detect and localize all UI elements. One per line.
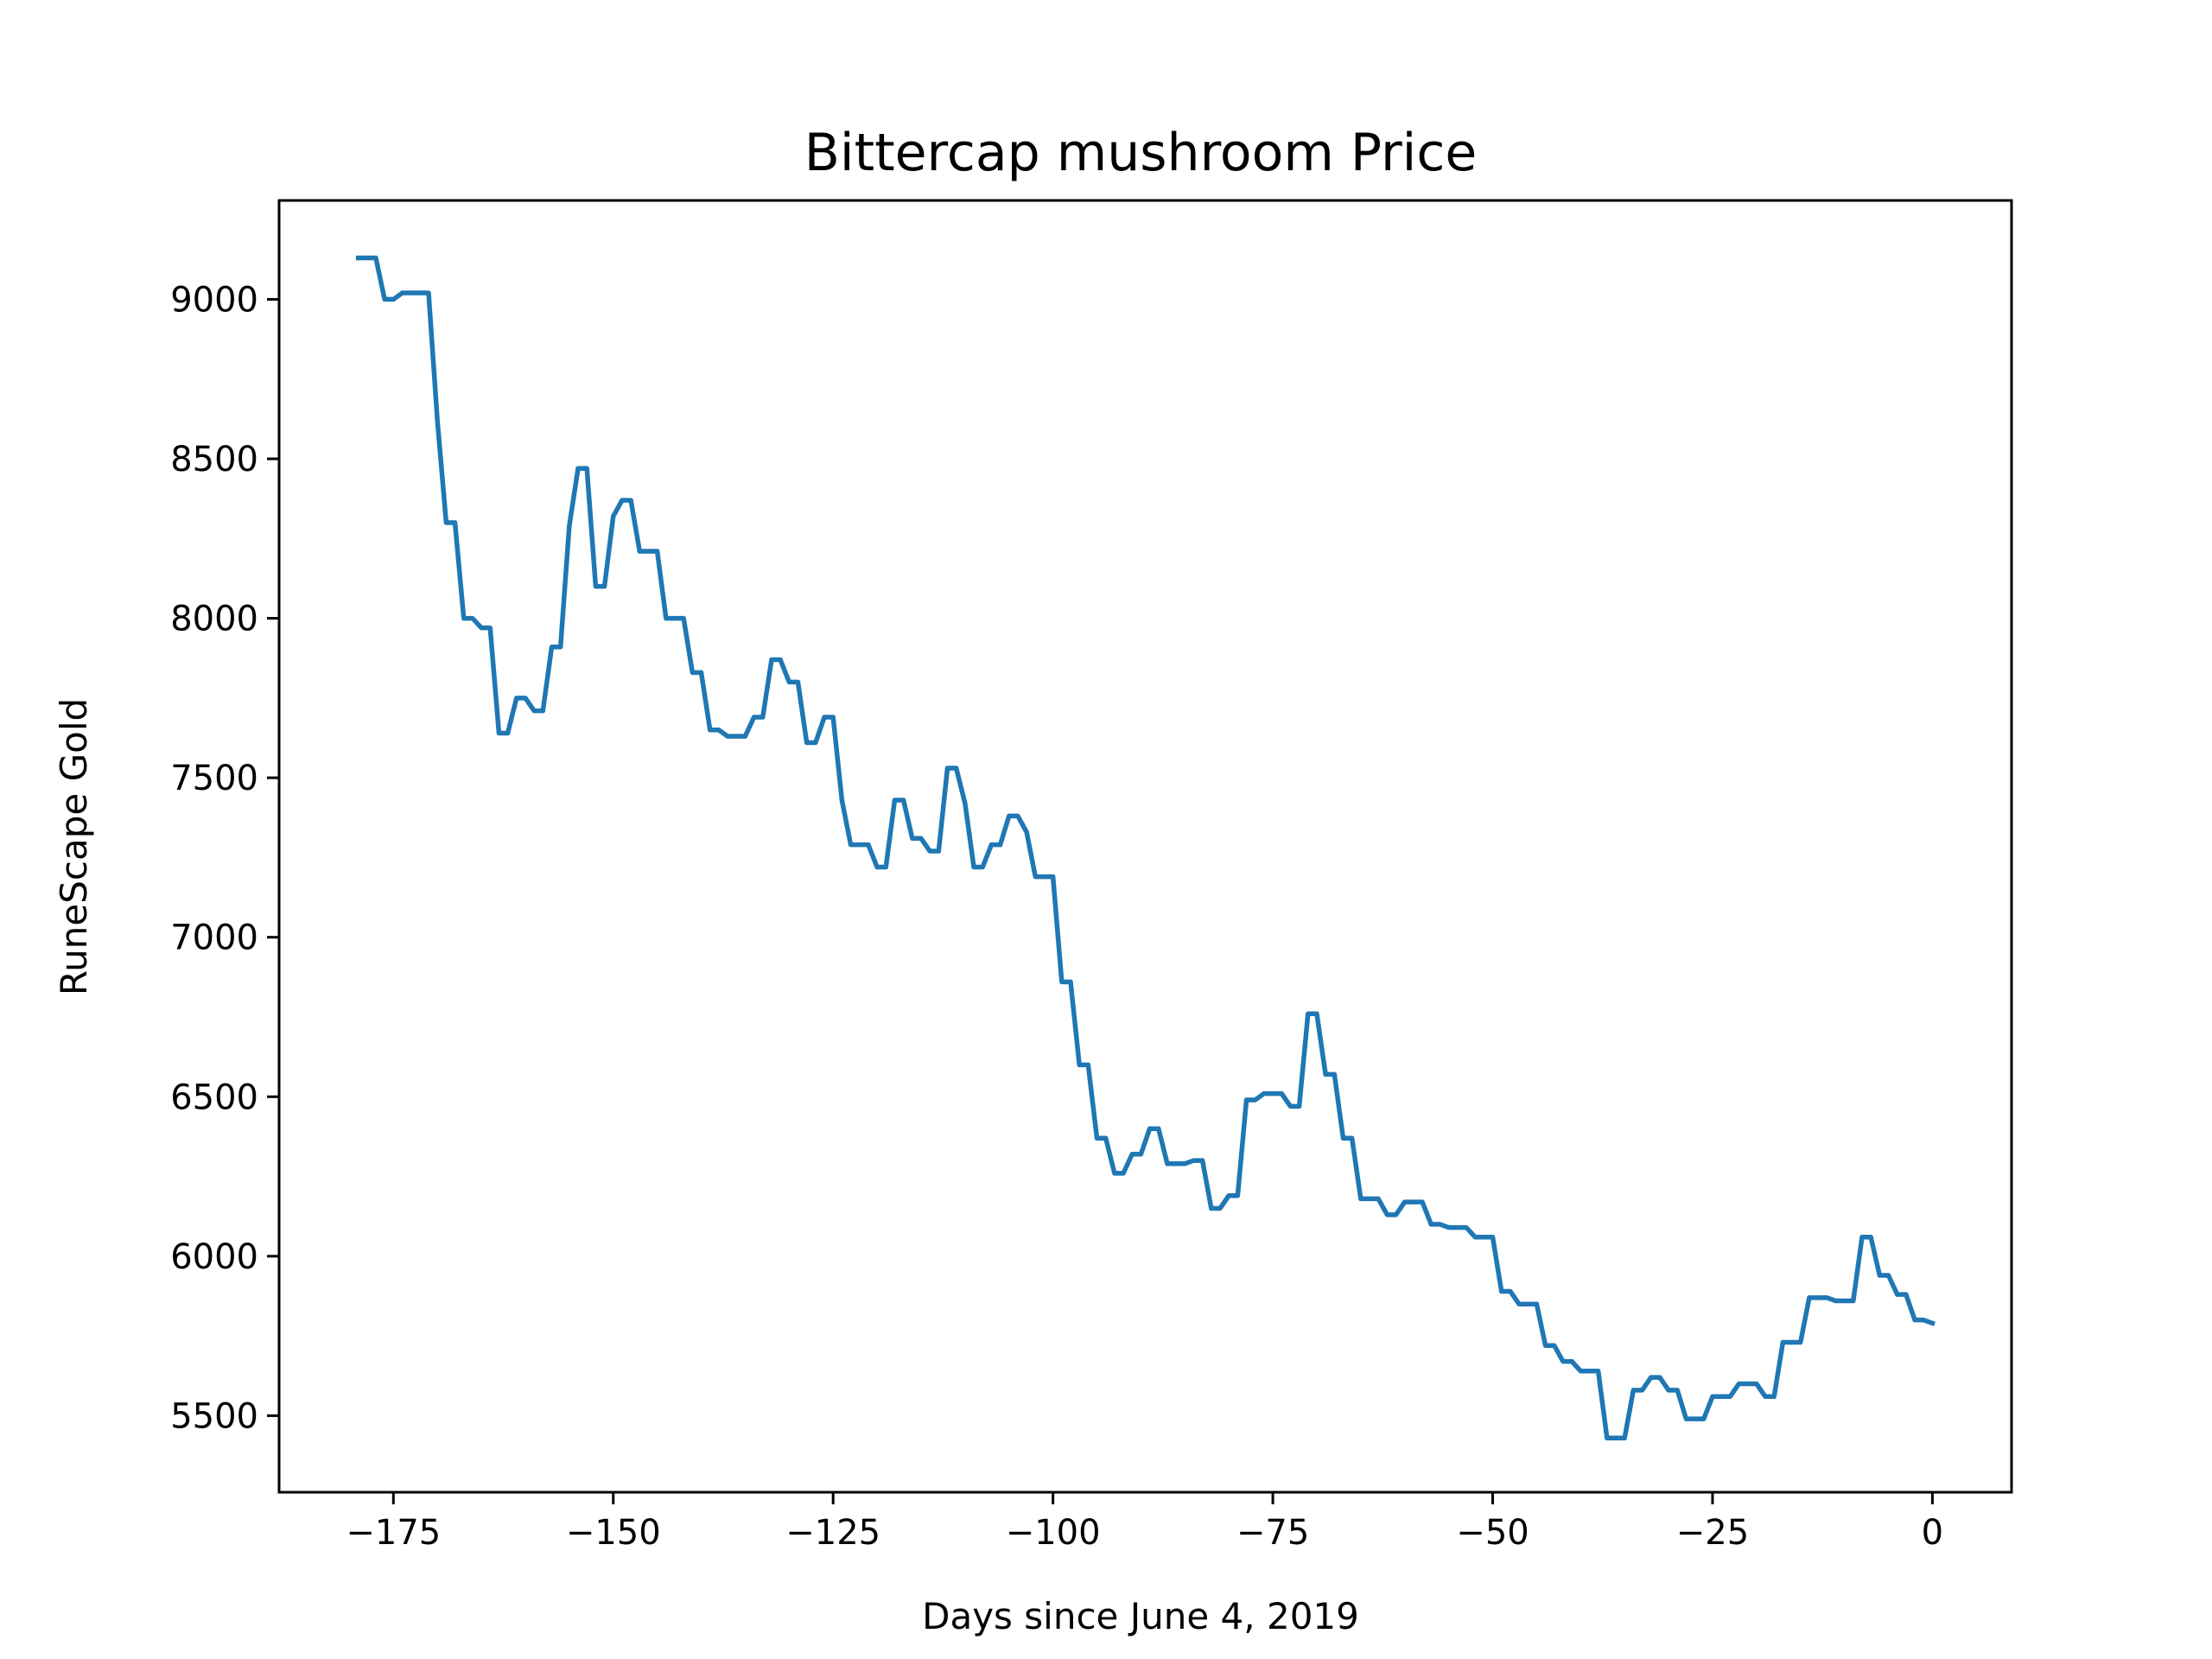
x-tick-label: −125 <box>785 1513 880 1553</box>
x-tick-label: −75 <box>1236 1513 1309 1553</box>
x-axis-title: Days since June 4, 2019 <box>922 1595 1359 1637</box>
x-tick-label: −100 <box>1006 1513 1101 1553</box>
x-tick-label: −25 <box>1676 1513 1749 1553</box>
y-tick-label: 7000 <box>170 918 258 958</box>
y-tick-label: 7500 <box>170 759 258 798</box>
x-axis: −175 −150 −125 −100 −75 −50 −25 0 <box>346 1492 1943 1553</box>
y-tick-label: 8500 <box>170 440 258 480</box>
chart-title: Bittercap mushroom Price <box>804 123 1477 183</box>
y-tick-label: 8000 <box>170 600 258 639</box>
x-tick-label: −175 <box>346 1513 441 1553</box>
x-tick-label: −150 <box>566 1513 661 1553</box>
y-axis: 5500 6000 6500 7000 7500 8000 8500 9000 <box>170 280 279 1436</box>
x-tick-label: 0 <box>1922 1513 1943 1553</box>
y-tick-label: 5500 <box>170 1396 258 1436</box>
series-layer <box>355 255 1936 1440</box>
y-axis-title: RuneScape Gold <box>53 698 95 995</box>
y-tick-label: 9000 <box>170 280 258 320</box>
y-tick-label: 6000 <box>170 1237 258 1277</box>
y-tick-label: 6500 <box>170 1077 258 1117</box>
plot-frame <box>277 199 2013 1494</box>
x-tick-label: −50 <box>1456 1513 1529 1553</box>
series-line-0 <box>355 255 1936 1440</box>
